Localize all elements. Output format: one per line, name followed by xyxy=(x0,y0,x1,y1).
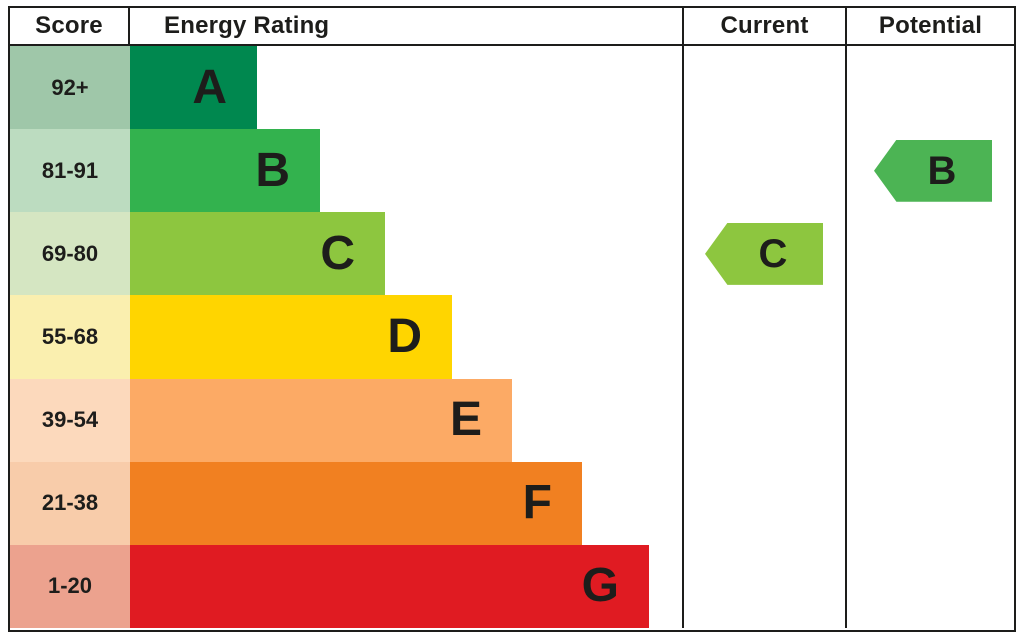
band-row-b: 81-91 B B xyxy=(10,129,1014,213)
rating-letter: D xyxy=(387,309,422,363)
potential-cell xyxy=(845,461,1014,545)
rating-letter: F xyxy=(522,476,552,530)
band-row-a: 92+ A xyxy=(10,46,1014,130)
rating-bar-a: A xyxy=(130,46,257,130)
rating-bar-b: B xyxy=(130,129,320,213)
rating-bar-d: D xyxy=(130,295,452,379)
band-row-d: 55-68 D xyxy=(10,295,1014,379)
rating-bar-area: B xyxy=(130,129,682,213)
rating-letter: G xyxy=(581,559,619,613)
score-range: 21-38 xyxy=(10,461,130,545)
band-row-e: 39-54 E xyxy=(10,378,1014,462)
rating-bar-area: A xyxy=(130,46,682,130)
current-rating-arrow-letter: C xyxy=(758,231,788,276)
energy-rating-column-header: Energy Rating xyxy=(164,12,330,39)
current-cell xyxy=(682,129,845,213)
rating-letter: C xyxy=(320,226,355,280)
epc-chart: Score Energy Rating Current Potential 92… xyxy=(8,6,1016,632)
potential-cell xyxy=(845,544,1014,628)
band-row-g: 1-20 G xyxy=(10,544,1014,628)
rating-bar-c: C xyxy=(130,212,385,296)
score-range: 1-20 xyxy=(10,544,130,628)
score-column-header: Score xyxy=(10,8,130,44)
rating-letter: E xyxy=(449,393,482,447)
rating-letter: A xyxy=(192,60,227,114)
current-cell xyxy=(682,46,845,130)
potential-cell xyxy=(845,378,1014,462)
rating-bar-area: C xyxy=(130,212,682,296)
score-range: 39-54 xyxy=(10,378,130,462)
current-cell xyxy=(682,461,845,545)
band-rows: 92+ A 81-91 B B 69-80 C xyxy=(10,46,1014,628)
potential-rating-arrow-letter: B xyxy=(927,148,957,193)
rating-bar-area: F xyxy=(130,461,682,545)
score-range: 55-68 xyxy=(10,295,130,379)
rating-bar-area: G xyxy=(130,544,682,628)
current-cell xyxy=(682,295,845,379)
score-range: 81-91 xyxy=(10,129,130,213)
rating-bar-e: E xyxy=(130,378,512,462)
rating-bar-area: E xyxy=(130,378,682,462)
current-rating-arrow: C xyxy=(705,222,823,285)
rating-letter: B xyxy=(255,143,290,197)
potential-column-header: Potential xyxy=(845,8,1014,44)
current-column-header: Current xyxy=(682,8,845,44)
rating-bar-f: F xyxy=(130,461,582,545)
current-cell xyxy=(682,378,845,462)
score-range: 92+ xyxy=(10,46,130,130)
rating-bar-g: G xyxy=(130,544,649,628)
potential-cell xyxy=(845,295,1014,379)
rating-bar-area: D xyxy=(130,295,682,379)
band-row-c: 69-80 C C xyxy=(10,212,1014,296)
potential-rating-arrow: B xyxy=(874,139,992,202)
chart-header: Score Energy Rating Current Potential xyxy=(10,8,1014,46)
current-cell: C xyxy=(682,212,845,296)
score-range: 69-80 xyxy=(10,212,130,296)
current-cell xyxy=(682,544,845,628)
potential-cell xyxy=(845,46,1014,130)
potential-cell: B xyxy=(845,129,1014,213)
band-row-f: 21-38 F xyxy=(10,461,1014,545)
potential-cell xyxy=(845,212,1014,296)
